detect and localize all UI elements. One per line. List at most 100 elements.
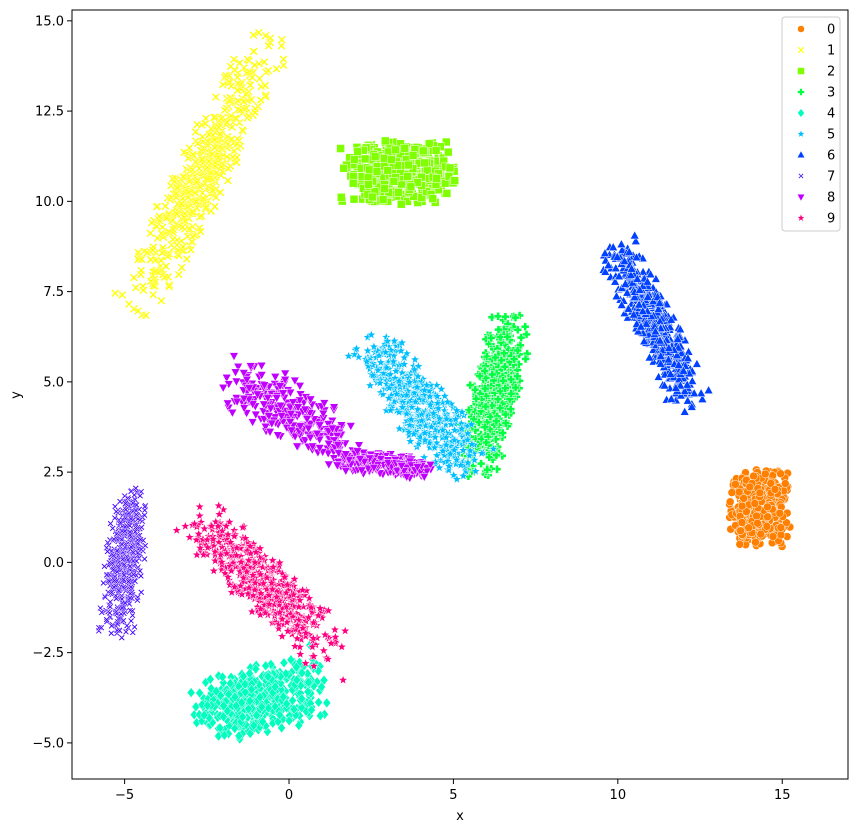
data-point [387, 155, 396, 164]
data-point [703, 385, 714, 394]
data-point [137, 254, 147, 264]
data-point [137, 572, 145, 580]
data-point [687, 375, 698, 385]
data-point [353, 147, 362, 156]
data-point [432, 174, 441, 183]
data-point [323, 460, 334, 470]
data-point [378, 195, 388, 204]
data-point [403, 172, 412, 181]
data-point [230, 368, 241, 378]
data-point [279, 657, 289, 669]
data-point [329, 624, 341, 635]
series-1 [110, 28, 288, 320]
data-point [318, 645, 329, 656]
data-point [131, 623, 138, 631]
data-point [372, 167, 382, 176]
data-point [141, 555, 148, 563]
data-point [146, 255, 156, 264]
data-point [781, 479, 790, 488]
data-point [406, 182, 416, 192]
data-point [349, 194, 359, 204]
data-point [350, 155, 359, 164]
data-point [174, 270, 184, 279]
data-point [184, 531, 195, 542]
data-point [152, 222, 162, 231]
data-point [116, 498, 124, 505]
data-point [476, 459, 486, 468]
data-point [265, 33, 275, 43]
data-point [340, 467, 351, 476]
data-point [256, 361, 267, 371]
data-point [322, 697, 332, 709]
data-point [755, 488, 765, 498]
data-point [131, 283, 141, 293]
data-point [736, 526, 745, 536]
data-point [279, 54, 288, 64]
data-point [336, 144, 345, 153]
data-point [404, 160, 413, 170]
data-point [420, 158, 429, 168]
data-point [186, 687, 196, 699]
data-point [107, 629, 115, 637]
data-point [737, 501, 747, 511]
data-point [146, 228, 155, 238]
data-point [231, 377, 242, 387]
data-point [162, 213, 171, 223]
data-point [322, 653, 334, 664]
data-point [143, 248, 152, 257]
points-layer [95, 28, 795, 745]
data-point [776, 530, 786, 540]
data-point [129, 629, 137, 636]
data-point [745, 482, 755, 492]
data-point [744, 523, 753, 533]
data-point [725, 497, 735, 507]
data-point [776, 469, 785, 478]
data-point [295, 382, 305, 391]
data-point [445, 163, 455, 173]
data-point [348, 178, 358, 188]
data-point [768, 532, 778, 541]
data-point [314, 696, 323, 708]
data-point [367, 192, 377, 202]
data-point [129, 273, 139, 282]
data-point [177, 263, 187, 272]
data-point [616, 239, 627, 248]
data-point [235, 58, 245, 68]
data-point [216, 188, 225, 197]
data-point [270, 373, 281, 382]
data-point [442, 189, 452, 198]
data-point [194, 510, 205, 521]
data-point [737, 518, 747, 527]
series-2 [336, 136, 460, 209]
data-point [227, 408, 238, 418]
data-point [750, 499, 760, 508]
data-point [727, 488, 737, 497]
series-0 [725, 465, 795, 551]
data-point [196, 146, 206, 155]
data-point [397, 199, 406, 209]
data-point [272, 64, 281, 74]
data-point [381, 136, 390, 146]
data-point [735, 540, 745, 549]
data-point [210, 202, 220, 211]
data-point [168, 225, 178, 234]
data-point [186, 245, 196, 255]
data-point [229, 55, 239, 64]
data-point [360, 154, 370, 164]
data-point [218, 384, 229, 393]
data-point [692, 358, 702, 368]
data-point [161, 201, 170, 211]
data-point [118, 634, 126, 642]
data-point [247, 418, 258, 428]
data-point [775, 508, 785, 518]
data-point [679, 406, 690, 416]
data-point [191, 127, 200, 137]
data-point [279, 60, 288, 70]
series-7 [95, 484, 149, 642]
data-point [393, 188, 403, 197]
data-point [731, 480, 740, 489]
data-point [137, 588, 145, 596]
data-point [380, 184, 389, 194]
data-point [267, 554, 278, 565]
